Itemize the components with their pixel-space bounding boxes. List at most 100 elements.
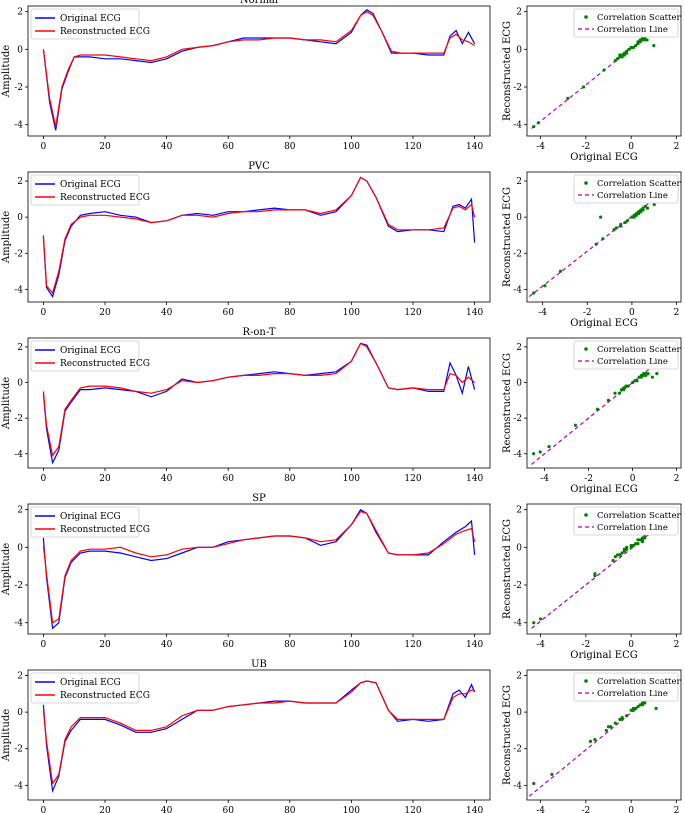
x-tick-label: 20: [99, 640, 111, 650]
scatter-point: [637, 375, 641, 379]
x-tick-label: 0: [628, 640, 634, 650]
y-tick-label: -4: [513, 285, 522, 295]
scatter-point: [558, 269, 563, 273]
x-tick-label: -4: [536, 806, 545, 813]
legend-box: [573, 340, 679, 370]
x-tick-label: 0: [41, 640, 47, 650]
scatter-point: [609, 725, 613, 729]
x-tick-label: 120: [404, 474, 421, 484]
scatter-point: [613, 59, 617, 63]
x-tick-label: 120: [404, 806, 421, 813]
x-axis-label: Original ECG: [570, 152, 638, 163]
x-tick-label: 120: [404, 640, 421, 650]
legend-box: [573, 174, 679, 204]
x-tick-label: 0: [628, 142, 634, 152]
x-tick-label: 100: [343, 806, 360, 813]
scatter-point: [625, 49, 629, 53]
legend-scatter-label: Correlation Scatter: [597, 677, 682, 687]
scatter-point: [618, 717, 622, 722]
x-tick-label: 0: [41, 308, 47, 318]
y-tick-label: 2: [516, 343, 522, 353]
scatter-point: [532, 621, 536, 625]
panel-title: SP: [252, 493, 266, 504]
scatter-point: [636, 210, 641, 214]
legend-original-label: Original ECG: [60, 14, 121, 24]
x-tick-label: -2: [581, 640, 590, 650]
scatter-point: [632, 213, 636, 217]
y-axis-label: Amplitude: [1, 45, 12, 98]
panel-title: PVC: [248, 161, 270, 172]
scatter-point: [643, 204, 647, 208]
scatter-point: [631, 380, 635, 385]
scatter-point: [532, 291, 536, 295]
scatter-point: [641, 206, 645, 210]
scatter-point: [615, 553, 620, 557]
y-axis-label: Reconstructed ECG: [502, 519, 513, 619]
y-tick-label: -2: [14, 83, 23, 93]
scatter-point: [624, 384, 628, 388]
scatter-point: [640, 536, 645, 540]
legend-line-label: Correlation Line: [597, 523, 668, 533]
scatter-panel-0: -4 -2 0 2 -4 -2 0 2 Original ECG Reconstructed EC…: [502, 5, 682, 163]
y-tick-label: -2: [14, 581, 23, 591]
scatter-point: [634, 541, 638, 546]
axes-frame: [526, 337, 682, 469]
y-tick-label: 0: [17, 708, 23, 718]
x-tick-label: 20: [99, 142, 111, 152]
y-tick-label: -4: [14, 781, 23, 791]
ecg-panel-1: 0 20 40 60 80 100 120 140 -4 -2 0 2 PVC Amplitude Orig…: [1, 161, 491, 318]
scatter-point: [620, 55, 624, 59]
scatter-point: [588, 739, 593, 744]
x-tick-label: 140: [466, 474, 483, 484]
axes-frame: [27, 171, 491, 303]
scatter-point: [644, 373, 648, 377]
scatter-point: [622, 386, 626, 390]
plot-area: [42, 176, 476, 298]
scatter-point: [634, 211, 638, 216]
scatter-point: [639, 208, 643, 212]
scatter-point: [629, 708, 633, 712]
x-tick-label: -4: [536, 640, 545, 650]
x-tick-label: 40: [161, 806, 173, 813]
scatter-point: [566, 96, 570, 100]
axes-frame: [526, 171, 682, 303]
x-tick-label: 0: [41, 142, 47, 152]
scatter-point: [625, 714, 629, 718]
scatter-point: [618, 553, 622, 557]
scatter-point: [595, 407, 600, 411]
scatter-point: [613, 555, 617, 559]
scatter-point: [532, 124, 536, 129]
legend-box: [30, 174, 140, 206]
y-tick-label: 0: [516, 45, 522, 55]
scatter-point: [638, 703, 642, 707]
panel-title: Normal: [240, 0, 278, 6]
x-tick-label: 0: [41, 474, 47, 484]
x-tick-label: 140: [466, 142, 483, 152]
y-tick-label: 2: [17, 506, 23, 516]
plot-area: [531, 533, 650, 629]
ecg-panel-3: 0 20 40 60 80 100 120 140 -4 -2 0 2 SP Amplitude Origi…: [1, 493, 491, 650]
scatter-point: [613, 721, 617, 725]
scatter-point: [636, 40, 640, 44]
y-tick-label: 0: [516, 379, 522, 389]
scatter-panel-3: -4 -2 0 2 -4 -2 0 2 Original ECG Reconstructed EC…: [502, 503, 682, 661]
y-tick-label: 2: [516, 8, 522, 18]
y-tick-label: 2: [17, 177, 23, 187]
legend-scatter-swatch: [584, 679, 588, 683]
scatter-point: [532, 452, 536, 456]
x-tick-label: 40: [161, 640, 173, 650]
y-tick-label: 2: [17, 8, 23, 18]
reconstructed-ecg-line: [42, 510, 476, 624]
reconstructed-ecg-line: [42, 11, 475, 127]
x-tick-label: 80: [284, 474, 296, 484]
y-axis-label: Amplitude: [1, 543, 12, 596]
legend-box: [30, 672, 140, 704]
scatter-point: [629, 45, 633, 50]
x-tick-label: 140: [466, 308, 483, 318]
scatter-point: [645, 38, 649, 42]
original-ecg-line: [42, 680, 476, 794]
x-tick-label: 120: [404, 308, 421, 318]
legend-scatter-label: Correlation Scatter: [597, 179, 682, 189]
scatter-point: [536, 121, 540, 125]
plot-area: [528, 196, 657, 298]
